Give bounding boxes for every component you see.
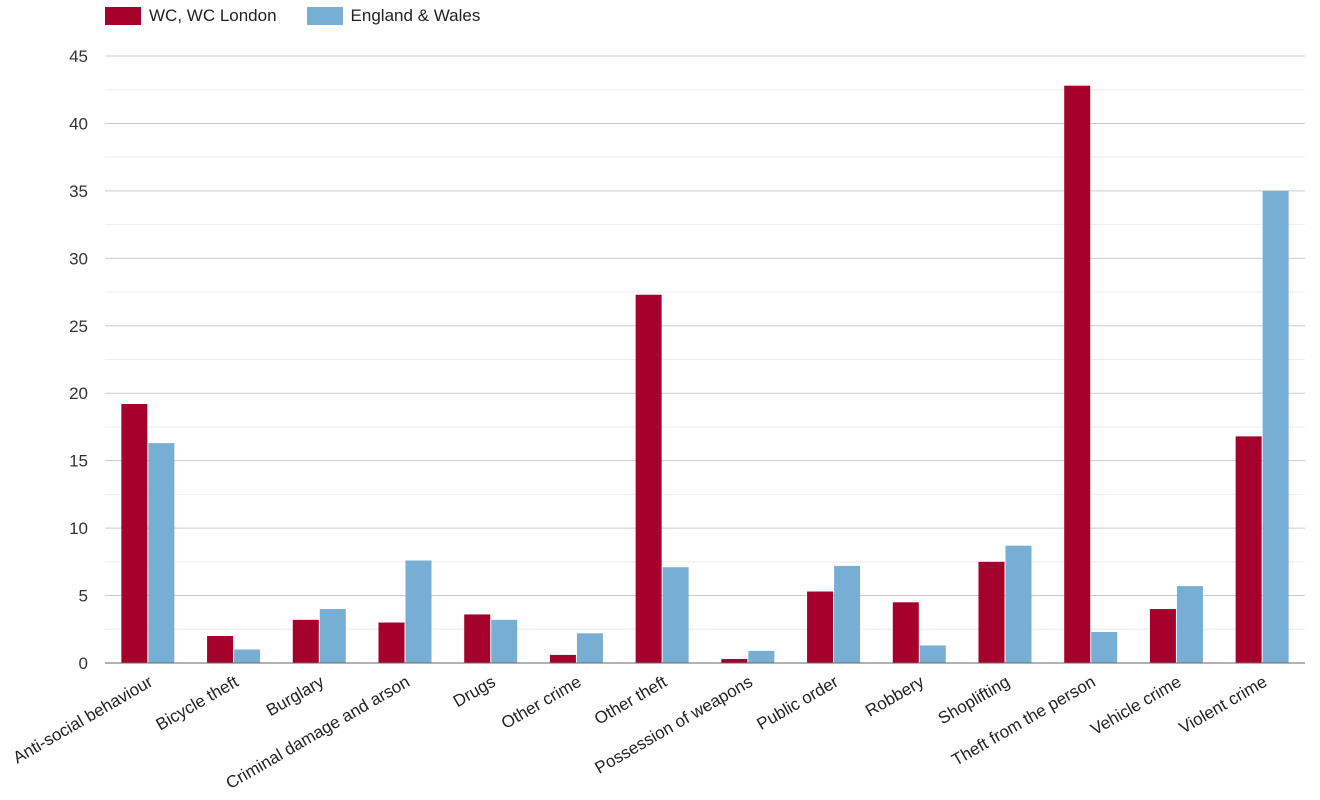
bar-series-1[interactable] [1064,85,1091,664]
bar-series-1[interactable] [207,636,234,663]
bar-series-2[interactable] [1176,586,1203,663]
y-tick-labels: 0 5 10 15 20 25 30 35 40 45 [69,47,88,673]
x-tick-label: Other crime [498,672,584,733]
bar-series-2[interactable] [405,560,432,663]
y-tick-label: 45 [69,47,88,66]
bar-series-1[interactable] [1235,436,1262,663]
y-tick-label: 25 [69,317,88,336]
bar-series-2[interactable] [319,609,346,663]
x-tick-label: Drugs [450,672,499,711]
legend-item-series-2[interactable]: England & Wales [306,6,481,26]
x-tick-label: Robbery [862,672,928,721]
bar-series-1[interactable] [378,622,405,663]
bar-series-1[interactable] [721,658,748,663]
x-tick-label: Burglary [263,672,328,720]
x-tick-label: Vehicle crime [1087,672,1184,739]
y-tick-label: 40 [69,114,88,133]
bar-series-1[interactable] [1149,609,1176,663]
y-tick-label: 5 [79,587,88,606]
x-tick-label: Theft from the person [948,672,1098,770]
bar-series-2[interactable] [148,443,175,663]
bar-series-2[interactable] [834,565,861,663]
bars [121,85,1289,664]
bar-series-1[interactable] [292,619,319,663]
bar-series-2[interactable] [491,619,518,663]
y-tick-label: 20 [69,384,88,403]
x-tick-label: Possession of weapons [592,672,756,778]
bar-series-1[interactable] [978,561,1005,663]
bar-series-1[interactable] [892,602,919,663]
bar-series-2[interactable] [1005,545,1032,663]
x-tick-label: Public order [754,672,842,734]
bar-series-2[interactable] [576,633,603,663]
bar-series-2[interactable] [1262,190,1289,663]
y-tick-label: 30 [69,249,88,268]
legend-label-series-1: WC, WC London [149,6,277,25]
bar-series-1[interactable] [464,614,491,663]
y-tick-label: 10 [69,519,88,538]
bar-series-2[interactable] [234,649,261,663]
legend-swatch-series-1 [105,7,141,25]
y-tick-label: 15 [69,452,88,471]
bar-series-2[interactable] [662,567,689,663]
x-tick-label: Violent crime [1176,672,1270,737]
y-tick-label: 0 [79,654,88,673]
bar-series-1[interactable] [549,654,576,663]
grid-lines [105,55,1305,630]
x-tick-label: Anti-social behaviour [10,672,156,768]
bar-series-2[interactable] [919,645,946,663]
legend-label-series-2: England & Wales [350,6,481,25]
bar-series-2[interactable] [748,650,775,663]
bar-series-2[interactable] [1091,631,1118,663]
x-tick-label: Shoplifting [935,672,1013,728]
legend-swatch-series-2 [306,7,343,25]
y-tick-label: 35 [69,182,88,201]
legend-item-series-1[interactable]: WC, WC London [105,6,277,26]
bar-series-1[interactable] [635,294,662,663]
bar-series-1[interactable] [121,404,148,663]
legend: WC, WC London England & Wales [105,6,480,26]
x-tick-label: Other theft [591,672,670,729]
bar-series-1[interactable] [807,591,834,663]
x-tick-label: Bicycle theft [153,672,242,734]
